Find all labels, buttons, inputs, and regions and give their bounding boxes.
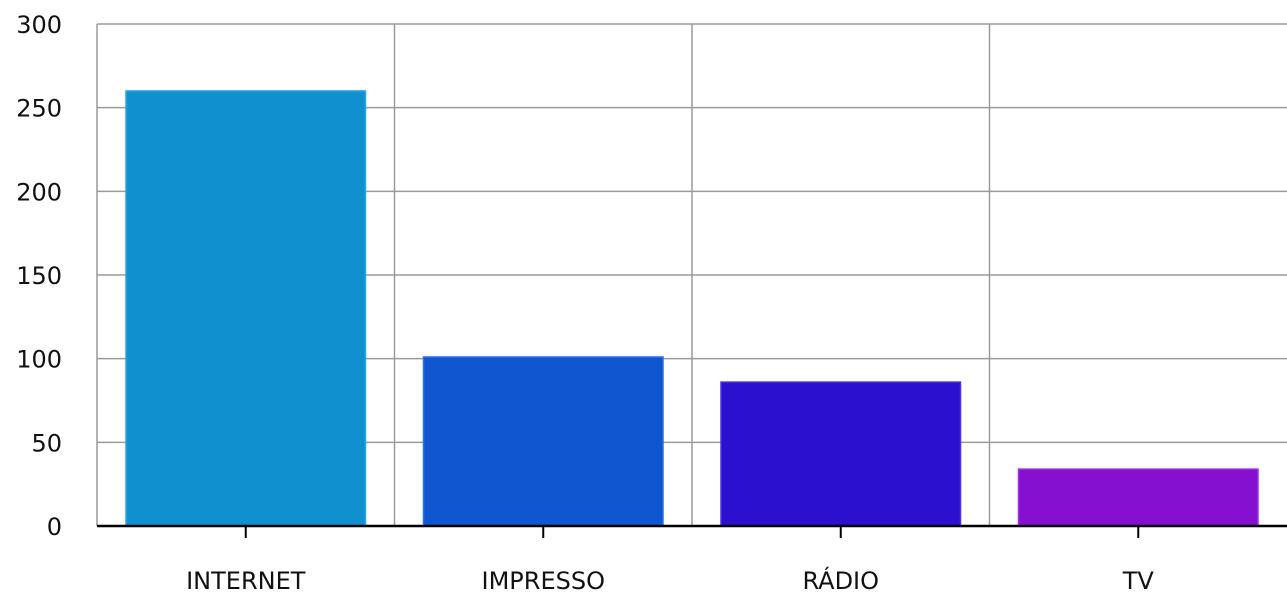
y-tick-label: 200 [16,178,62,206]
x-tick-label: IMPRESSO [482,567,605,592]
y-tick-label: 250 [16,95,62,123]
x-tick-labels: INTERNET IMPRESSO RÁDIO TV [186,566,1154,592]
y-tick-label: 150 [16,262,62,290]
x-tick-label: RÁDIO [802,566,879,592]
bar-radio [720,381,962,527]
y-tick-label: 100 [16,346,62,374]
bar-impresso [422,356,664,527]
axes [97,524,1287,538]
y-tick-labels: 0 50 100 150 200 250 300 [16,11,62,541]
y-tick-label: 50 [31,429,62,457]
x-tick-label: TV [1122,567,1155,592]
y-tick-label: 300 [16,11,62,39]
bar-internet [125,90,367,527]
y-tick-label: 0 [47,513,62,541]
x-tick-label: INTERNET [186,567,306,592]
bar-tv [1017,468,1259,527]
